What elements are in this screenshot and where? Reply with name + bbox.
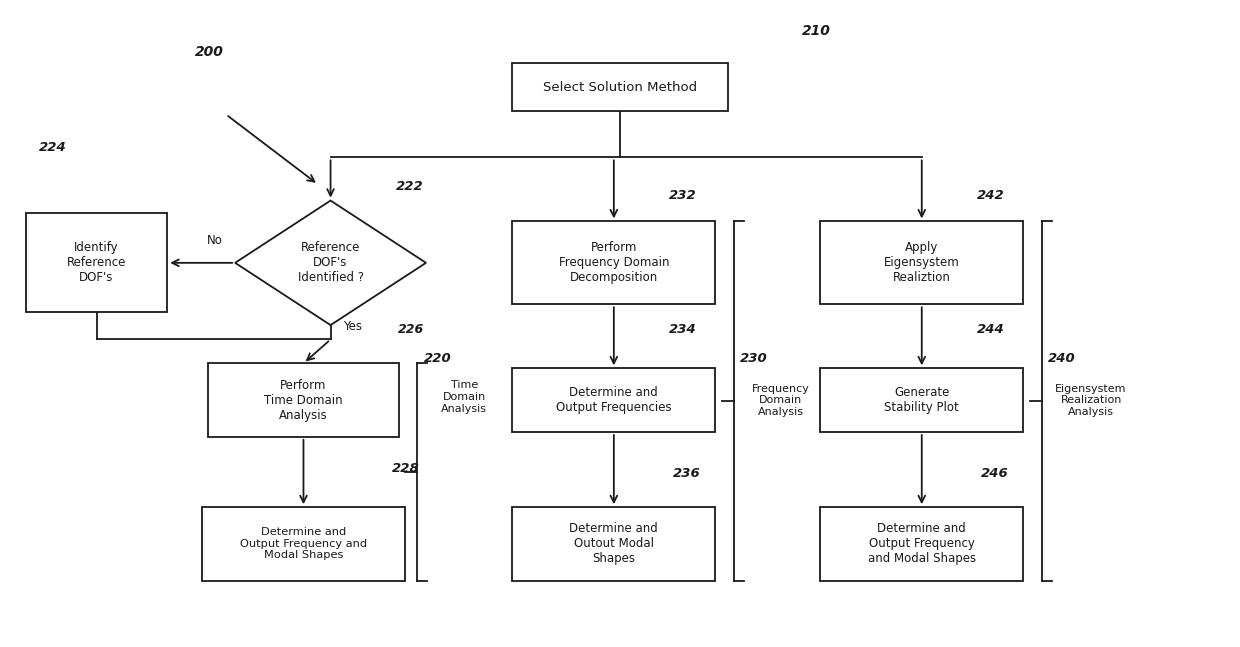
Text: Determine and
Outout Modal
Shapes: Determine and Outout Modal Shapes — [569, 522, 658, 565]
Text: 236: 236 — [673, 467, 701, 480]
Text: 226: 226 — [398, 324, 424, 336]
Text: Eigensystem
Realization
Analysis: Eigensystem Realization Analysis — [1055, 384, 1127, 417]
Text: Identify
Reference
DOF's: Identify Reference DOF's — [67, 241, 126, 284]
FancyBboxPatch shape — [820, 221, 1023, 304]
FancyBboxPatch shape — [202, 507, 405, 580]
Text: 222: 222 — [396, 180, 424, 193]
Text: Generate
Stability Plot: Generate Stability Plot — [884, 386, 959, 414]
Polygon shape — [236, 201, 427, 325]
Text: 200: 200 — [195, 45, 224, 59]
Text: Apply
Eigensystem
Realiztion: Apply Eigensystem Realiztion — [884, 241, 960, 284]
Text: 246: 246 — [981, 467, 1008, 480]
Text: Determine and
Output Frequency and
Modal Shapes: Determine and Output Frequency and Modal… — [239, 527, 367, 560]
Text: Frequency
Domain
Analysis: Frequency Domain Analysis — [751, 384, 810, 417]
Text: 220: 220 — [424, 352, 451, 365]
Text: Reference
DOF's
Identified ?: Reference DOF's Identified ? — [298, 241, 363, 284]
FancyBboxPatch shape — [820, 507, 1023, 580]
Text: Perform
Frequency Domain
Decomposition: Perform Frequency Domain Decomposition — [558, 241, 670, 284]
Text: Select Solution Method: Select Solution Method — [543, 81, 697, 94]
Text: 228: 228 — [392, 462, 420, 475]
Text: 234: 234 — [670, 324, 697, 336]
Text: 210: 210 — [802, 24, 831, 38]
Text: 230: 230 — [740, 352, 768, 365]
FancyBboxPatch shape — [512, 368, 715, 432]
FancyBboxPatch shape — [208, 364, 399, 437]
Text: 244: 244 — [977, 324, 1004, 336]
Text: Determine and
Output Frequency
and Modal Shapes: Determine and Output Frequency and Modal… — [868, 522, 976, 565]
Text: 240: 240 — [1048, 352, 1076, 365]
FancyBboxPatch shape — [512, 63, 728, 111]
FancyBboxPatch shape — [512, 221, 715, 304]
FancyBboxPatch shape — [820, 368, 1023, 432]
Text: 242: 242 — [977, 190, 1004, 203]
FancyBboxPatch shape — [512, 507, 715, 580]
Text: Yes: Yes — [343, 320, 362, 333]
Text: 224: 224 — [38, 141, 67, 155]
Text: Time
Domain
Analysis: Time Domain Analysis — [441, 380, 487, 413]
FancyBboxPatch shape — [26, 214, 167, 313]
Text: Perform
Time Domain
Analysis: Perform Time Domain Analysis — [264, 378, 342, 422]
Text: No: No — [207, 234, 223, 247]
Text: 232: 232 — [670, 190, 697, 203]
Text: Determine and
Output Frequencies: Determine and Output Frequencies — [556, 386, 672, 414]
